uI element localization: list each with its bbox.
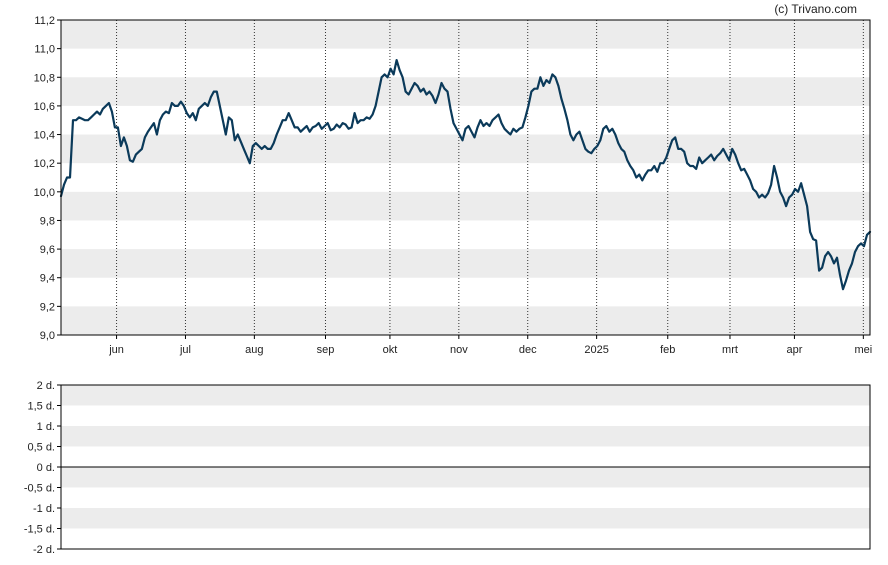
price-y-tick-label: 10,8 xyxy=(34,72,55,84)
price-y-axis: 9,0 9,2 9,4 9,6 9,8 10,0 10,2 10,4 10,6 10,8 11,0 1… xyxy=(34,15,61,342)
indicator-grid-band xyxy=(61,467,870,488)
credit-text: (c) Trivano.com xyxy=(774,2,857,16)
price-panel-frame xyxy=(60,19,871,336)
price-panel: 9,0 9,2 9,4 9,6 9,8 10,0 10,2 10,4 10,6 10,8 11,0 1… xyxy=(34,15,873,356)
price-grid-band xyxy=(61,191,870,221)
price-grid-band xyxy=(61,249,870,278)
indicator-grid-bands xyxy=(61,385,870,529)
price-y-tick-label: 10,6 xyxy=(34,101,55,113)
price-y-tick-label: 9,0 xyxy=(40,330,55,342)
indicator-y-tick-label: -1,5 d. xyxy=(24,524,55,536)
price-x-tick-label: dec xyxy=(519,344,537,356)
indicator-y-tick-label: -1 d. xyxy=(33,503,55,515)
indicator-y-tick-label: 1 d. xyxy=(37,421,55,433)
indicator-y-tick-label: 0 d. xyxy=(37,462,55,474)
price-y-tick-label: 9,6 xyxy=(40,244,55,256)
price-grid-bands xyxy=(61,20,870,335)
indicator-y-tick-label: 0,5 d. xyxy=(27,442,55,454)
indicator-y-tick-label: -0,5 d. xyxy=(24,483,55,495)
indicator-y-axis: 2 d. 1,5 d. 1 d. 0,5 d. 0 d. -0,5 d. -1 d. -1,5… xyxy=(24,380,61,556)
price-series xyxy=(59,58,872,291)
price-y-tick-label: 9,8 xyxy=(40,215,55,227)
price-y-tick-label: 11,2 xyxy=(34,15,55,27)
price-x-tick-label: apr xyxy=(786,344,802,356)
price-x-tick-label: jul xyxy=(179,344,191,356)
price-x-tick-label: mei xyxy=(854,344,872,356)
price-x-axis: jun jul aug sep okt nov dec 2025 feb mrt apr mei xyxy=(108,335,872,356)
price-y-tick-label: 9,4 xyxy=(40,273,55,285)
indicator-y-tick-label: 2 d. xyxy=(37,380,55,392)
price-x-tick-label: feb xyxy=(660,344,675,356)
price-x-tick-label: sep xyxy=(317,344,335,356)
price-y-tick-label: 10,4 xyxy=(34,130,55,142)
price-grid-band xyxy=(61,20,870,49)
price-vertical-gridlines xyxy=(116,20,864,335)
price-x-tick-label: jun xyxy=(108,344,124,356)
price-x-tick-label: 2025 xyxy=(584,344,608,356)
price-line xyxy=(59,58,872,291)
indicator-y-tick-label: -2 d. xyxy=(33,544,55,556)
price-x-tick-label: nov xyxy=(450,344,468,356)
indicator-grid-band xyxy=(61,385,870,406)
price-y-tick-label: 11,0 xyxy=(34,44,55,56)
price-y-tick-label: 10,2 xyxy=(34,158,55,170)
price-x-tick-label: okt xyxy=(383,344,398,356)
indicator-grid-band xyxy=(61,508,870,529)
price-x-tick-label: aug xyxy=(245,344,263,356)
indicator-panel-frame xyxy=(60,384,871,550)
price-y-tick-label: 10,0 xyxy=(34,187,55,199)
price-grid-band xyxy=(61,77,870,106)
indicator-y-tick-label: 1,5 d. xyxy=(27,401,55,413)
price-x-tick-label: mrt xyxy=(722,344,738,356)
indicator-panel: 2 d. 1,5 d. 1 d. 0,5 d. 0 d. -0,5 d. -1 d. -1,5… xyxy=(24,380,871,556)
price-y-tick-label: 9,2 xyxy=(40,301,55,313)
indicator-grid-band xyxy=(61,426,870,447)
price-grid-band xyxy=(61,306,870,335)
price-grid-band xyxy=(61,134,870,164)
